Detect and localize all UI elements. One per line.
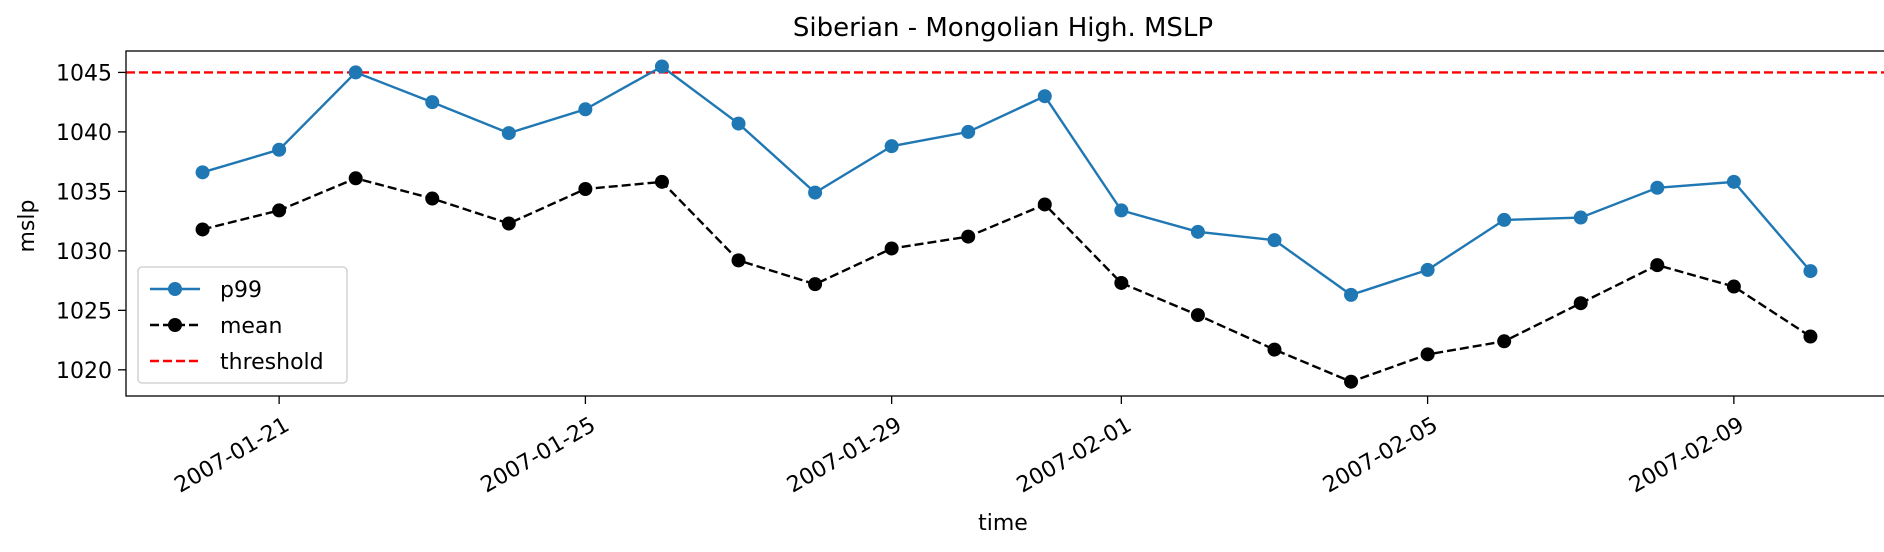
data-point-p99 [195, 165, 210, 180]
data-point-p99 [1344, 287, 1359, 302]
data-point-p99 [1573, 210, 1588, 225]
plot-area [126, 59, 1884, 389]
data-point-mean [884, 241, 899, 256]
data-point-mean [1726, 279, 1741, 294]
data-point-p99 [1497, 212, 1512, 227]
data-point-p99 [1267, 233, 1282, 248]
data-point-p99 [1114, 203, 1129, 218]
data-point-p99 [1420, 262, 1435, 277]
y-axis-label: mslp [15, 200, 40, 253]
legend: p99 mean threshold [137, 266, 348, 384]
data-point-mean [961, 229, 976, 244]
data-point-mean [1344, 374, 1359, 389]
x-tick-label: 2007-01-25 [477, 413, 600, 499]
data-point-p99 [578, 102, 593, 117]
data-point-mean [1114, 275, 1129, 290]
y-tick-label: 1020 [56, 359, 112, 384]
x-tick-label: 2007-02-01 [1013, 413, 1136, 499]
data-point-mean [425, 191, 440, 206]
data-point-mean [731, 253, 746, 268]
legend-label-threshold: threshold [220, 350, 324, 375]
legend-marker-mean [168, 318, 182, 332]
series-line-mean [202, 177, 1812, 383]
data-point-p99 [1650, 180, 1665, 195]
data-point-mean [501, 216, 516, 231]
data-point-mean [1803, 329, 1818, 344]
data-point-mean [1573, 296, 1588, 311]
legend-label-p99: p99 [220, 278, 262, 303]
legend-box [137, 266, 348, 384]
data-point-mean [1650, 258, 1665, 273]
data-point-p99 [808, 185, 823, 200]
data-point-p99 [348, 65, 363, 80]
y-tick-label: 1040 [56, 121, 112, 146]
plot-frame [125, 50, 1884, 397]
y-tick-label: 1045 [56, 61, 112, 86]
x-tick-label: 2007-02-09 [1625, 413, 1748, 499]
data-point-p99 [272, 142, 287, 157]
y-tick-label: 1035 [56, 180, 112, 205]
data-point-mean [654, 174, 669, 189]
data-point-p99 [731, 116, 746, 131]
x-tick-label: 2007-02-05 [1319, 413, 1442, 499]
data-point-p99 [884, 139, 899, 154]
data-point-p99 [1037, 89, 1052, 104]
data-point-mean [348, 171, 363, 186]
data-point-mean [272, 203, 287, 218]
x-tick-label: 2007-01-29 [783, 413, 906, 499]
legend-marker-p99 [168, 282, 182, 296]
x-axis-label: time [978, 511, 1028, 536]
y-axis: 1020 1025 1030 1035 1040 1045 [56, 61, 126, 384]
y-tick-label: 1030 [56, 240, 112, 265]
data-point-mean [578, 182, 593, 196]
data-point-mean [1037, 197, 1052, 212]
data-point-mean [1267, 342, 1282, 357]
data-point-p99 [1190, 224, 1205, 239]
x-tick-label: 2007-01-21 [171, 413, 294, 499]
data-point-mean [1497, 334, 1512, 349]
data-point-p99 [1803, 264, 1818, 279]
data-point-mean [1420, 347, 1435, 362]
data-point-p99 [961, 124, 976, 139]
data-point-p99 [654, 59, 669, 74]
series-line-p99 [202, 65, 1812, 297]
data-point-p99 [425, 95, 440, 110]
data-point-p99 [501, 126, 516, 141]
x-axis: 2007-01-21 2007-01-25 2007-01-29 2007-02-01… [171, 396, 1748, 499]
y-tick-label: 1025 [56, 299, 112, 324]
data-point-mean [1190, 308, 1205, 323]
legend-label-mean: mean [220, 314, 282, 339]
data-point-mean [195, 222, 210, 237]
data-point-mean [808, 277, 823, 292]
chart-title: Siberian - Mongolian High. MSLP [793, 13, 1213, 43]
data-point-p99 [1726, 174, 1741, 189]
